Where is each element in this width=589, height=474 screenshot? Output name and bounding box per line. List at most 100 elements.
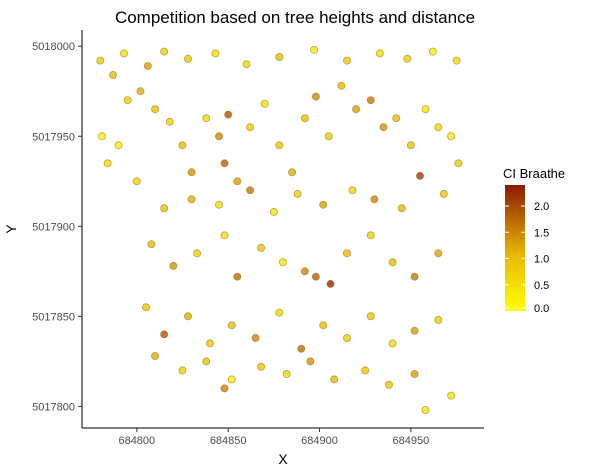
tree-point-17 <box>114 141 123 150</box>
tree-point-14 <box>452 56 461 65</box>
tree-point-50 <box>246 186 255 195</box>
tree-point-29 <box>246 123 255 132</box>
tree-point-56 <box>397 204 406 213</box>
tree-point-47 <box>160 204 169 213</box>
y-tick-label: 5017850 <box>32 311 75 323</box>
tree-point-63 <box>233 272 242 281</box>
tree-point-52 <box>293 189 302 198</box>
tree-point-37 <box>352 105 361 114</box>
x-tick-label: 684800 <box>118 435 155 447</box>
tree-point-83 <box>342 333 351 342</box>
tree-point-76 <box>183 312 192 321</box>
tree-point-32 <box>288 168 297 177</box>
tree-point-96 <box>330 375 339 384</box>
tree-point-67 <box>311 272 320 281</box>
tree-point-6 <box>211 49 220 58</box>
y-tick-label: 5017800 <box>32 401 75 413</box>
x-axis-title: X <box>278 451 288 467</box>
tree-point-5 <box>183 54 192 63</box>
tree-point-95 <box>306 357 315 366</box>
legend: CI Braathe 0.0 0.5 1.0 1.5 2.0 <box>503 166 565 315</box>
tree-point-53 <box>319 200 328 209</box>
axes <box>81 30 484 429</box>
tree-point-3 <box>143 62 152 71</box>
tree-point-89 <box>178 366 187 375</box>
tree-point-42 <box>421 105 430 114</box>
tree-point-79 <box>251 333 260 342</box>
tree-point-13 <box>428 47 437 56</box>
tree-point-9 <box>310 45 319 54</box>
points-layer <box>96 45 463 414</box>
tree-point-15 <box>98 132 107 141</box>
legend-tick-label: 0.0 <box>534 303 549 315</box>
tree-point-30 <box>260 99 269 108</box>
legend-ticks: 0.0 0.5 1.0 1.5 2.0 <box>505 201 549 315</box>
tree-point-57 <box>415 171 424 180</box>
tree-point-61 <box>193 249 202 258</box>
tree-point-49 <box>214 200 223 209</box>
tree-point-36 <box>337 81 346 90</box>
tree-point-54 <box>348 186 357 195</box>
tree-point-23 <box>187 168 196 177</box>
tree-point-38 <box>366 96 375 105</box>
tree-point-92 <box>227 375 236 384</box>
tree-point-31 <box>275 141 284 150</box>
tree-point-77 <box>205 339 214 348</box>
y-ticks: 5017800 5017850 5017900 5017950 5018000 <box>32 41 82 413</box>
tree-point-94 <box>282 369 291 378</box>
tree-point-39 <box>379 123 388 132</box>
legend-tick-label: 0.5 <box>534 280 549 292</box>
tree-point-27 <box>224 110 233 119</box>
tree-point-55 <box>370 195 379 204</box>
tree-point-1 <box>109 71 118 80</box>
tree-point-99 <box>410 369 419 378</box>
tree-point-86 <box>410 326 419 335</box>
tree-point-87 <box>434 315 443 324</box>
tree-point-28 <box>233 177 242 186</box>
tree-point-16 <box>103 159 112 168</box>
x-tick-label: 684850 <box>210 435 247 447</box>
tree-point-2 <box>120 49 129 58</box>
legend-title: CI Braathe <box>503 166 565 181</box>
tree-point-10 <box>342 56 351 65</box>
y-tick-label: 5017950 <box>32 131 75 143</box>
tree-point-20 <box>151 105 160 114</box>
tree-point-43 <box>434 123 443 132</box>
tree-point-78 <box>227 321 236 330</box>
tree-point-12 <box>403 54 412 63</box>
tree-point-66 <box>300 267 309 276</box>
tree-point-44 <box>447 132 456 141</box>
tree-point-11 <box>375 49 384 58</box>
tree-point-85 <box>388 339 397 348</box>
tree-point-64 <box>257 243 266 252</box>
colorbar <box>505 185 525 311</box>
chart-title: Competition based on tree heights and di… <box>115 8 475 27</box>
tree-point-71 <box>388 258 397 267</box>
tree-point-22 <box>178 141 187 150</box>
tree-point-91 <box>220 384 229 393</box>
tree-point-24 <box>202 114 211 123</box>
tree-point-93 <box>257 362 266 371</box>
tree-point-0 <box>96 56 105 65</box>
tree-point-101 <box>447 391 456 400</box>
tree-point-72 <box>410 272 419 281</box>
tree-point-69 <box>342 249 351 258</box>
tree-point-68 <box>326 279 335 288</box>
tree-point-80 <box>275 308 284 317</box>
tree-point-8 <box>275 53 284 62</box>
tree-point-60 <box>169 261 178 270</box>
y-tick-label: 5017900 <box>32 221 75 233</box>
legend-tick-label: 2.0 <box>534 201 549 213</box>
tree-point-97 <box>361 366 370 375</box>
tree-point-81 <box>297 344 306 353</box>
tree-point-70 <box>366 231 375 240</box>
legend-tick-label: 1.5 <box>534 227 549 239</box>
tree-point-40 <box>392 114 401 123</box>
x-ticks: 684800 684850 684900 684950 <box>118 428 429 447</box>
tree-point-59 <box>147 240 156 249</box>
tree-point-75 <box>160 330 169 339</box>
tree-point-74 <box>141 303 150 312</box>
tree-point-41 <box>406 141 415 150</box>
tree-point-4 <box>160 47 169 56</box>
